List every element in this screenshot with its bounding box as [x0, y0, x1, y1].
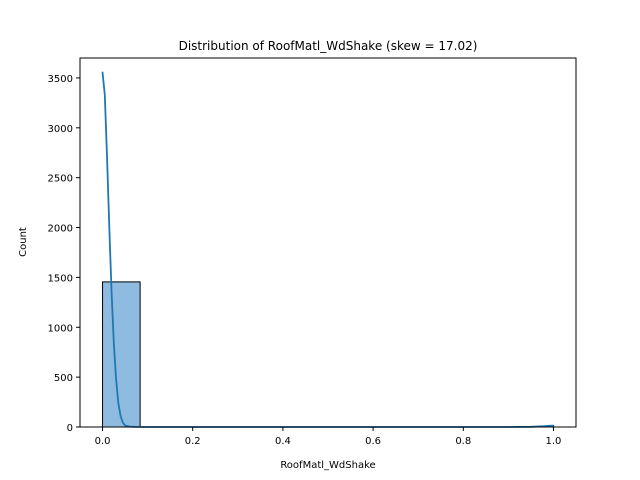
- y-tick-label: 500: [54, 373, 73, 384]
- x-tick-label: 0.2: [185, 436, 201, 447]
- y-axis-ticks: 0 500 1000 1500 2000 2500 3000 3500: [48, 74, 80, 434]
- x-tick-label: 0.4: [275, 436, 291, 447]
- y-tick-label: 1000: [48, 323, 73, 334]
- x-tick-label: 0.8: [455, 436, 471, 447]
- x-tick-label: 0.6: [365, 436, 381, 447]
- y-tick-label: 3500: [48, 74, 73, 85]
- y-tick-label: 0: [67, 423, 73, 434]
- chart-title: Distribution of RoofMatl_WdShake (skew =…: [179, 39, 478, 53]
- histogram-bar: [102, 281, 141, 428]
- x-tick-label: 0.0: [95, 436, 111, 447]
- plot-area-frame: [79, 57, 577, 428]
- y-tick-label: 2000: [48, 224, 73, 235]
- y-tick-label: 1500: [48, 273, 73, 284]
- y-tick-label: 3000: [48, 124, 73, 135]
- x-axis-label: RoofMatl_WdShake: [280, 460, 375, 471]
- y-axis-label: Count: [18, 227, 29, 257]
- x-tick-label: 1.0: [546, 436, 562, 447]
- y-tick-label: 2500: [48, 174, 73, 185]
- x-axis-ticks: 0.0 0.2 0.4 0.6 0.8 1.0: [95, 427, 562, 447]
